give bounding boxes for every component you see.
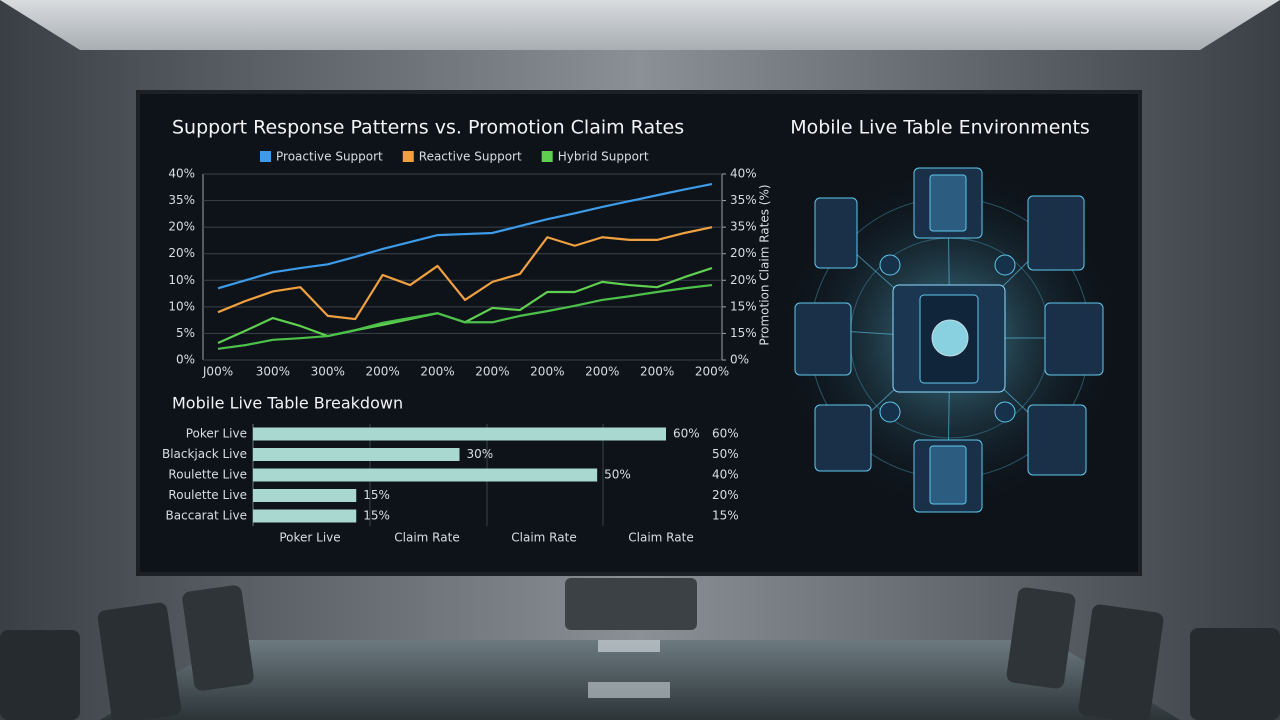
legend-swatch — [402, 151, 414, 162]
category-label: Blackjack Live — [162, 447, 247, 461]
value-label: 15% — [363, 509, 390, 523]
legend-swatch — [541, 151, 553, 162]
value-label: 50% — [604, 468, 631, 482]
category-label: Poker Live — [186, 427, 247, 441]
furniture — [0, 578, 1280, 720]
bar — [253, 489, 357, 502]
x-tick-label: 200% — [475, 365, 509, 379]
y-tick-label: 40% — [168, 167, 195, 181]
line-series — [217, 226, 713, 321]
category-label: Roulette Live — [168, 468, 247, 482]
y-tick-label: 20% — [168, 246, 195, 260]
y2-tick-label: 0% — [730, 353, 749, 367]
ceiling — [0, 0, 1280, 50]
category-label: Roulette Live — [168, 488, 247, 502]
side-label: 15% — [712, 509, 739, 523]
y2-tick-label: 20% — [730, 273, 757, 287]
x-tick-label: 200% — [695, 365, 729, 379]
value-label: 60% — [673, 427, 700, 441]
x-tick-label: 200% — [366, 365, 400, 379]
side-label: 50% — [712, 447, 739, 461]
column-label: Claim Rate — [628, 531, 693, 545]
side-label: 60% — [712, 427, 739, 441]
y-tick-label: 35% — [168, 193, 195, 207]
y2-axis-label: Promotion Claim Rates (%) — [758, 184, 772, 345]
category-label: Baccarat Live — [166, 509, 247, 523]
x-tick-label: 300% — [256, 365, 290, 379]
x-tick-label: 200% — [585, 365, 619, 379]
y2-tick-label: 40% — [730, 167, 757, 181]
bar-chart-title: Mobile Live Table Breakdown — [172, 394, 403, 413]
panel-title: Mobile Live Table Environments — [790, 117, 1090, 139]
x-tick-label: 200% — [640, 365, 674, 379]
line-chart-title: Support Response Patterns vs. Promotion … — [172, 117, 684, 139]
bar — [253, 427, 666, 441]
bar — [253, 448, 460, 461]
value-label: 15% — [363, 488, 390, 502]
y-tick-label: 10% — [168, 273, 195, 287]
column-label: Claim Rate — [511, 531, 576, 545]
legend-swatch — [260, 151, 271, 162]
y2-tick-label: 15% — [730, 326, 757, 340]
column-label: Poker Live — [279, 531, 340, 545]
y-tick-label: 0% — [176, 353, 195, 367]
bar — [253, 509, 357, 523]
x-tick-label: 200% — [420, 365, 454, 379]
y2-tick-label: 20% — [730, 246, 757, 260]
y-tick-label: 5% — [176, 326, 195, 340]
y2-tick-label: 15% — [730, 299, 757, 313]
x-tick-label: J00% — [202, 365, 233, 379]
y-tick-label: 10% — [168, 299, 195, 313]
column-label: Claim Rate — [394, 531, 459, 545]
y2-tick-label: 35% — [730, 193, 757, 207]
y-tick-label: 20% — [168, 220, 195, 234]
side-label: 20% — [712, 488, 739, 502]
y2-tick-label: 35% — [730, 220, 757, 234]
side-label: 40% — [712, 468, 739, 482]
legend-label: Proactive Support — [276, 150, 383, 164]
line-series — [217, 183, 713, 290]
line-series — [217, 283, 713, 350]
legend-label: Hybrid Support — [558, 150, 649, 164]
x-tick-label: 300% — [311, 365, 345, 379]
bar — [253, 468, 598, 482]
network-graphic — [780, 167, 1120, 513]
value-label: 30% — [467, 447, 494, 461]
legend-label: Reactive Support — [419, 150, 522, 164]
x-tick-label: 200% — [530, 365, 564, 379]
